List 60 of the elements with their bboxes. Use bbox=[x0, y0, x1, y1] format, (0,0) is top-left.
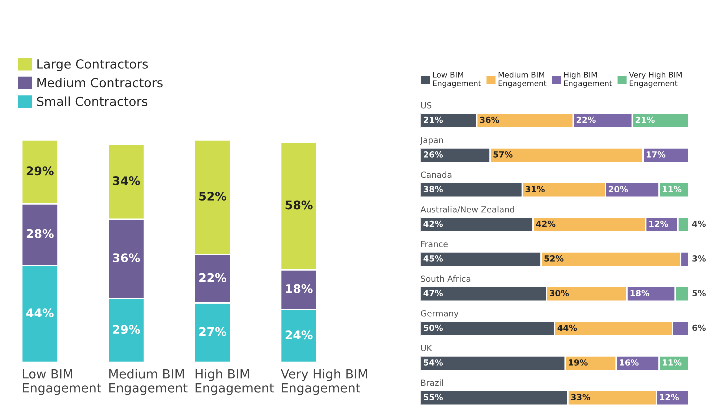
data-label: 27% bbox=[200, 327, 227, 336]
y-tick-label: France bbox=[421, 241, 448, 248]
data-label: 6% bbox=[692, 324, 706, 332]
data-label: 52% bbox=[544, 256, 564, 262]
y-tick-label: Brazil bbox=[421, 380, 444, 386]
legend-label: Large Contractors bbox=[38, 59, 148, 72]
data-label: 28% bbox=[26, 229, 54, 238]
data-label: 31% bbox=[526, 186, 545, 193]
data-label: 22% bbox=[200, 273, 227, 282]
x-tick-label: Very High BIM Engagement bbox=[281, 369, 368, 396]
data-label: 42% bbox=[536, 220, 556, 228]
data-label: 11% bbox=[663, 360, 682, 366]
data-label: 17% bbox=[646, 152, 666, 158]
data-label: 54% bbox=[424, 360, 444, 366]
data-label: 38% bbox=[424, 186, 444, 193]
data-label: 42% bbox=[424, 220, 444, 228]
data-label: 45% bbox=[424, 256, 444, 262]
data-label: 20% bbox=[609, 186, 628, 193]
data-label: 26% bbox=[424, 152, 444, 158]
data-label: 22% bbox=[576, 116, 596, 124]
data-label: 57% bbox=[494, 152, 513, 158]
y-tick-label: Canada bbox=[421, 172, 452, 178]
data-label: 52% bbox=[200, 192, 227, 201]
data-label: 36% bbox=[113, 254, 140, 263]
y-tick-label: US bbox=[421, 102, 432, 109]
data-label: 55% bbox=[424, 394, 444, 401]
data-label: 16% bbox=[620, 360, 639, 366]
legend-label: Medium Contractors bbox=[38, 78, 163, 88]
data-label: 19% bbox=[569, 360, 588, 366]
data-label: 12% bbox=[650, 220, 668, 228]
data-label: 12% bbox=[660, 394, 680, 401]
y-tick-label: South Africa bbox=[421, 276, 471, 282]
data-label: 29% bbox=[26, 166, 54, 176]
data-label: 18% bbox=[630, 290, 650, 297]
y-tick-label: Germany bbox=[421, 310, 459, 318]
data-label: 11% bbox=[663, 186, 682, 193]
data-label: 50% bbox=[424, 324, 444, 332]
x-tick-label: High BIM Engagement bbox=[196, 369, 274, 396]
y-tick-label: Australia/New Zealand bbox=[420, 206, 514, 214]
data-label: 21% bbox=[424, 116, 444, 124]
data-label: 33% bbox=[571, 394, 591, 401]
data-label: 44% bbox=[26, 308, 54, 318]
y-tick-label: Japan bbox=[420, 137, 444, 146]
data-label: 4% bbox=[692, 220, 706, 228]
legend-label: Small Contractors bbox=[37, 96, 148, 106]
data-label: 34% bbox=[113, 176, 140, 186]
data-label: 44% bbox=[558, 324, 578, 332]
data-label: 21% bbox=[636, 116, 655, 124]
data-label: 30% bbox=[550, 290, 570, 297]
data-label: 5% bbox=[692, 290, 706, 297]
data-label: 47% bbox=[424, 290, 444, 297]
data-label: 24% bbox=[286, 330, 313, 340]
data-label: 36% bbox=[480, 116, 500, 124]
data-label: 3% bbox=[692, 256, 706, 262]
data-label: 58% bbox=[286, 200, 313, 210]
x-tick-label: Low BIM Engagement bbox=[23, 370, 102, 396]
data-label: 18% bbox=[286, 284, 313, 294]
y-tick-label: UK bbox=[421, 345, 432, 352]
data-label: 29% bbox=[113, 325, 140, 334]
x-tick-label: Medium BIM Engagement bbox=[110, 369, 188, 396]
